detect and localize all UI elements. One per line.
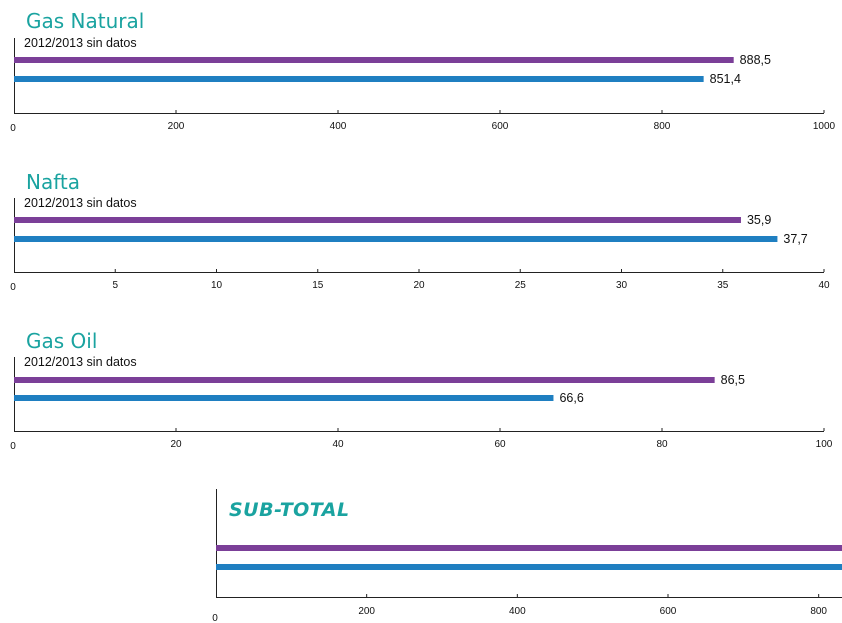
- chart-subtitle: 2012/2013 sin datos: [24, 36, 137, 50]
- x-tick-label: 200: [168, 121, 185, 132]
- data-label: 35,9: [747, 213, 771, 227]
- bar-series-2: [14, 76, 704, 82]
- x-tick-label: 100: [816, 439, 833, 450]
- x-tick-label: 40: [332, 439, 344, 450]
- chart-nafta: Nafta 2012/2013 sin datos 0 5 10 15 20 25 30 35 40…: [10, 170, 830, 293]
- bar-series-1: [216, 545, 842, 551]
- data-label: 66,6: [559, 391, 583, 405]
- x-tick-label: 0: [212, 613, 218, 623]
- chart-subtitle: 2012/2013 sin datos: [24, 355, 137, 369]
- x-tick-label: 0: [10, 123, 16, 134]
- x-tick-label: 1000: [813, 121, 836, 132]
- x-tick-label: 400: [509, 606, 526, 617]
- x-tick-label: 80: [656, 439, 668, 450]
- x-tick-label: 600: [492, 121, 509, 132]
- bar-series-1: [14, 57, 734, 63]
- chart-sub-total: SUB-TOTAL 0 200 400 600 800: [212, 489, 842, 623]
- x-tick-label: 60: [494, 439, 506, 450]
- chart-gas-natural: Gas Natural 2012/2013 sin datos 0 200 400 600…: [10, 9, 835, 134]
- x-tick-label: 10: [211, 280, 223, 291]
- bar-series-2: [14, 236, 778, 242]
- x-tick-label: 20: [170, 439, 182, 450]
- data-label: 888,5: [740, 53, 771, 67]
- chart-title: SUB-TOTAL: [229, 499, 350, 521]
- x-tick-label: 200: [358, 606, 375, 617]
- x-tick-label: 800: [810, 606, 827, 617]
- data-label: 86,5: [721, 373, 745, 387]
- data-label: 851,4: [710, 72, 741, 86]
- x-tick-label: 5: [112, 280, 118, 291]
- bar-series-1: [14, 377, 715, 383]
- x-tick-label: 800: [654, 121, 671, 132]
- x-tick-label: 600: [660, 606, 677, 617]
- x-tick-label: 20: [413, 280, 425, 291]
- chart-subtitle: 2012/2013 sin datos: [24, 196, 137, 210]
- x-tick-label: 40: [818, 280, 830, 291]
- chart-title: Nafta: [26, 170, 80, 194]
- chart-title: Gas Oil: [26, 329, 97, 353]
- bar-series-2: [216, 564, 842, 570]
- x-tick-label: 35: [717, 280, 729, 291]
- x-tick-label: 15: [312, 280, 324, 291]
- x-tick-label: 0: [10, 282, 16, 293]
- x-tick-label: 0: [10, 441, 16, 452]
- x-tick-label: 400: [330, 121, 347, 132]
- chart-title: Gas Natural: [26, 9, 144, 33]
- x-tick-label: 25: [515, 280, 527, 291]
- chart-gas-oil: Gas Oil 2012/2013 sin datos 0 20 40 60 80 100 86…: [10, 329, 833, 452]
- x-tick-label: 30: [616, 280, 628, 291]
- bar-series-2: [14, 395, 554, 401]
- bar-series-1: [14, 217, 741, 223]
- data-label: 37,7: [783, 232, 807, 246]
